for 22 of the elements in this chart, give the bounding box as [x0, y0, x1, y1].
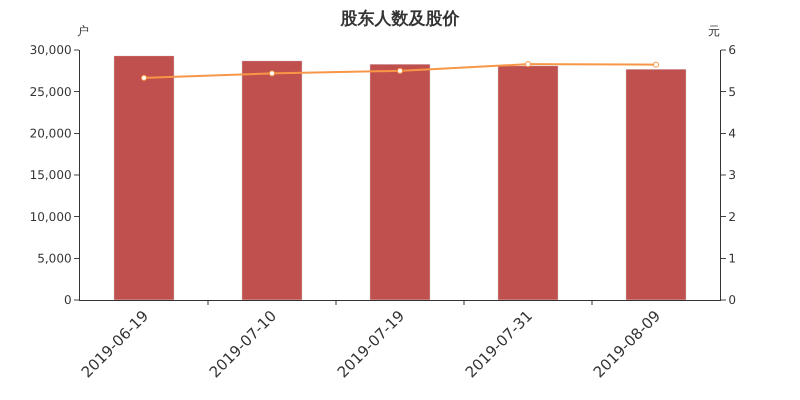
y-axis-title: 户 [77, 24, 89, 38]
y-tick-label: 30,000 [30, 43, 72, 58]
y-tick-label: 0 [64, 293, 72, 308]
y2-tick-label: 4 [728, 126, 736, 141]
y-tick-label: 15,000 [30, 168, 72, 182]
y2-tick-label: 3 [728, 168, 736, 182]
y-tick-label: 5,000 [37, 252, 72, 266]
bar [626, 68, 686, 300]
y-tick-label: 25,000 [30, 84, 72, 99]
chart-title: 股东人数及股价 [340, 8, 460, 29]
bar [114, 56, 174, 300]
y-tick-label: 20,000 [30, 126, 72, 141]
y2-tick-label: 6 [728, 43, 736, 58]
bar [242, 60, 302, 300]
y2-tick-label: 1 [728, 252, 736, 266]
bar [498, 66, 558, 300]
y2-tick-label: 0 [728, 293, 736, 308]
y-tick-label: 10,000 [30, 210, 72, 224]
bar [370, 64, 430, 300]
y2-tick-label: 5 [728, 84, 736, 99]
y2-tick-label: 2 [728, 210, 736, 224]
y2-axis-title: 元 [708, 24, 720, 38]
